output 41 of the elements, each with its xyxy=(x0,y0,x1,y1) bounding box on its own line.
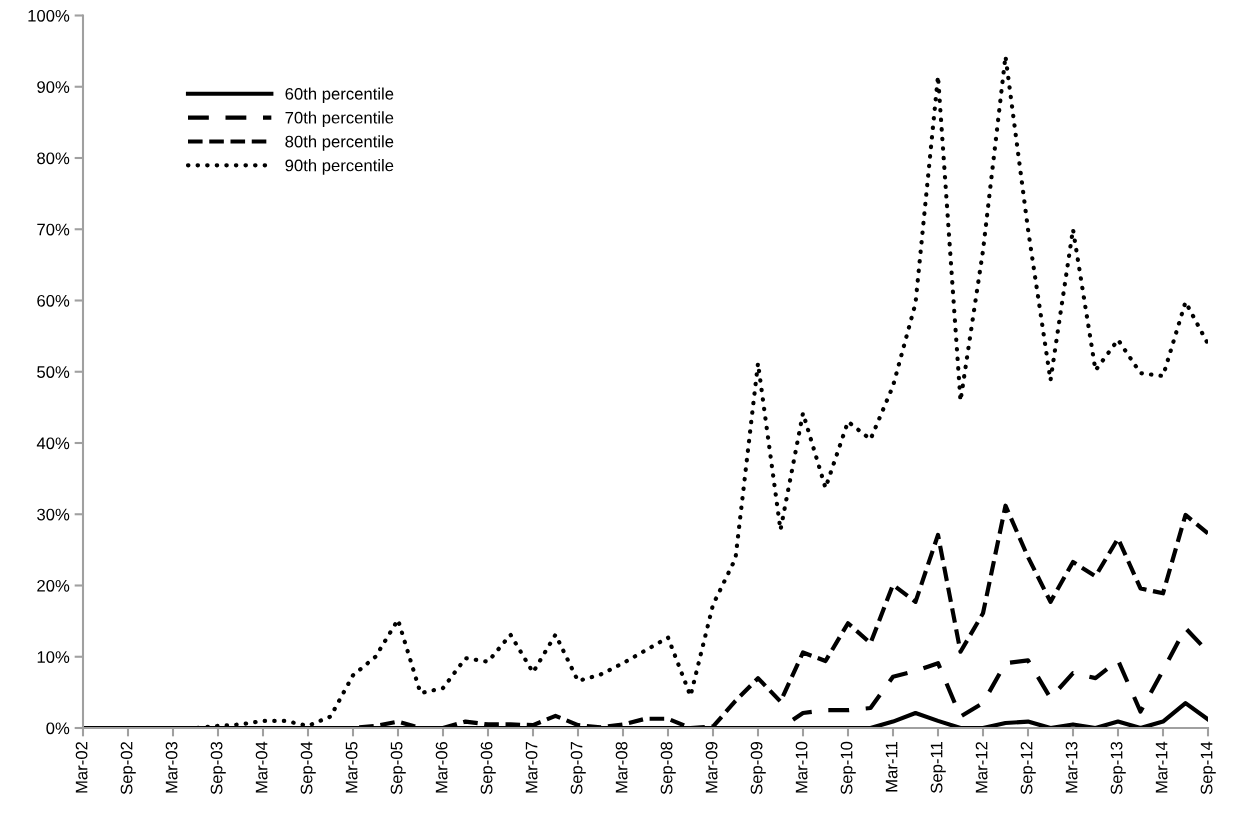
x-tick-label: Mar-11 xyxy=(885,742,898,792)
x-tick-label: Sep-06 xyxy=(480,741,496,795)
x-tick-label: Mar-12 xyxy=(975,742,988,793)
y-tick-label: 80% xyxy=(37,152,70,165)
y-tick-label: 20% xyxy=(37,579,70,592)
x-tick-label: Sep-11 xyxy=(930,742,946,793)
legend-label: 60th percentile xyxy=(285,87,394,104)
x-tick-label: Sep-05 xyxy=(390,741,406,795)
x-tick-label: Mar-04 xyxy=(255,741,268,793)
legend-label: 80th percentile xyxy=(285,135,394,151)
x-tick-label: Mar-08 xyxy=(615,741,628,793)
x-tick-label: Sep-14 xyxy=(1200,741,1216,795)
y-tick-label: 100% xyxy=(28,9,70,22)
x-tick-label: Sep-12 xyxy=(1020,742,1036,795)
x-tick-label: Sep-13 xyxy=(1110,741,1126,795)
x-tick-label: Mar-05 xyxy=(345,741,358,793)
x-tick-label: Sep-08 xyxy=(660,741,676,795)
x-tick-label: Sep-02 xyxy=(120,742,136,795)
y-tick-label: 0% xyxy=(46,722,70,735)
x-tick-label: Sep-07 xyxy=(570,742,586,795)
x-tick-label: Mar-07 xyxy=(525,742,538,793)
y-tick-label: 30% xyxy=(37,508,70,521)
x-tick-label: Sep-04 xyxy=(300,741,316,795)
y-tick-label: 60% xyxy=(37,294,70,307)
x-tick-label: Mar-10 xyxy=(795,741,808,793)
x-tick-label: Mar-02 xyxy=(75,742,88,793)
x-tick-label: Sep-03 xyxy=(210,741,226,795)
y-tick-label: 40% xyxy=(36,437,70,450)
x-tick-label: Mar-09 xyxy=(705,741,718,793)
legend-label: 90th percentile xyxy=(285,159,394,175)
x-tick-label: Mar-03 xyxy=(165,741,178,793)
y-tick-label: 70% xyxy=(37,223,70,236)
x-tick-label: Mar-06 xyxy=(435,741,448,793)
x-tick-label: Mar-13 xyxy=(1065,741,1078,793)
y-tick-label: 90% xyxy=(37,81,70,93)
x-tick-label: Sep-09 xyxy=(750,741,766,795)
y-tick-label: 50% xyxy=(37,366,70,378)
legend-label: 70th percentile xyxy=(285,111,394,127)
x-tick-label: Sep-10 xyxy=(840,741,856,795)
x-tick-label: Mar-14 xyxy=(1155,741,1168,793)
y-tick-label: 10% xyxy=(37,651,70,663)
